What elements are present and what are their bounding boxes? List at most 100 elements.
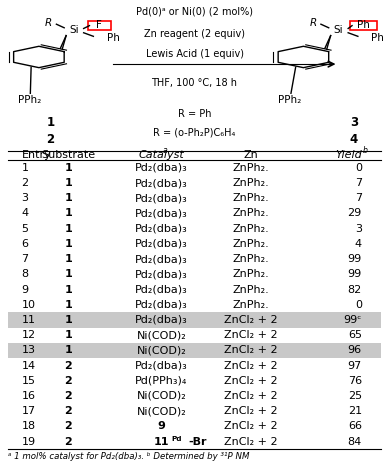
Text: ZnCl₂ + 2: ZnCl₂ + 2 [224,406,278,416]
Text: ZnCl₂ + 2: ZnCl₂ + 2 [224,391,278,401]
Text: ZnPh₂.: ZnPh₂. [233,300,269,310]
Text: Si: Si [69,25,79,35]
Text: 1: 1 [64,224,72,234]
Text: ZnPh₂.: ZnPh₂. [233,208,269,219]
Text: 66: 66 [348,421,362,432]
Bar [8,343,381,358]
Text: 99: 99 [347,269,362,279]
Text: Zn: Zn [244,150,258,161]
Text: 4: 4 [350,133,358,146]
Text: 1: 1 [64,254,72,264]
Text: ZnCl₂ + 2: ZnCl₂ + 2 [224,421,278,432]
Text: 7: 7 [21,254,28,264]
Text: 18: 18 [21,421,35,432]
Text: 3: 3 [21,193,28,203]
Text: a: a [162,146,167,155]
Text: 4: 4 [355,239,362,249]
Text: 76: 76 [348,376,362,386]
Text: 3: 3 [350,116,358,129]
Text: 1: 1 [64,239,72,249]
Text: F: F [96,21,102,30]
Text: 2: 2 [64,376,72,386]
Text: -Br: -Br [188,437,207,446]
Text: Pd₂(dba)₃: Pd₂(dba)₃ [135,193,188,203]
Text: Pd₂(dba)₃: Pd₂(dba)₃ [135,269,188,279]
Text: 5: 5 [21,224,28,234]
Text: 1: 1 [64,178,72,188]
Text: Pd(0)ᵃ or Ni(0) (2 mol%): Pd(0)ᵃ or Ni(0) (2 mol%) [136,7,253,16]
Text: ZnPh₂.: ZnPh₂. [233,239,269,249]
Text: Pd₂(dba)₃: Pd₂(dba)₃ [135,284,188,295]
Text: 16: 16 [21,391,35,401]
FancyBboxPatch shape [88,21,111,30]
Text: ZnCl₂ + 2: ZnCl₂ + 2 [224,361,278,370]
Text: 0: 0 [355,300,362,310]
Text: Pd₂(dba)₃: Pd₂(dba)₃ [135,315,188,325]
Text: 1: 1 [64,269,72,279]
Text: 1: 1 [64,284,72,295]
Text: Substrate: Substrate [41,150,95,161]
Text: ZnPh₂.: ZnPh₂. [233,254,269,264]
Text: 82: 82 [347,284,362,295]
Text: 2: 2 [64,361,72,370]
Text: 14: 14 [21,361,35,370]
Text: Pd(PPh₃)₄: Pd(PPh₃)₄ [135,376,187,386]
Text: 1: 1 [64,193,72,203]
Text: ZnCl₂ + 2: ZnCl₂ + 2 [224,345,278,355]
Text: R = (o-Ph₂P)C₆H₄: R = (o-Ph₂P)C₆H₄ [153,127,236,137]
Text: Pd₂(dba)₃: Pd₂(dba)₃ [135,163,188,173]
Text: ZnCl₂ + 2: ZnCl₂ + 2 [224,437,278,446]
Text: 2: 2 [47,133,54,146]
Text: Si: Si [334,25,343,35]
Text: Zn reagent (2 equiv): Zn reagent (2 equiv) [144,29,245,39]
Text: b: b [362,146,367,155]
Text: R: R [310,18,317,28]
Text: 0: 0 [355,163,362,173]
Text: R = Ph: R = Ph [178,109,211,119]
Text: THF, 100 °C, 18 h: THF, 100 °C, 18 h [151,78,238,88]
Text: ZnCl₂ + 2: ZnCl₂ + 2 [224,330,278,340]
Text: 1: 1 [64,315,72,325]
FancyBboxPatch shape [350,21,377,30]
Text: Ph: Ph [107,34,120,43]
Text: 10: 10 [21,300,35,310]
Text: ZnPh₂.: ZnPh₂. [233,284,269,295]
Text: 8: 8 [21,269,28,279]
Text: 9: 9 [21,284,28,295]
Text: Ph: Ph [371,34,384,43]
Text: Lewis Acid (1 equiv): Lewis Acid (1 equiv) [145,49,244,59]
Text: ᵃ 1 mol% catalyst for Pd₂(dba)₃. ᵇ Determined by ³¹P NM: ᵃ 1 mol% catalyst for Pd₂(dba)₃. ᵇ Deter… [8,452,249,461]
Text: 11: 11 [154,437,169,446]
Text: ZnPh₂.: ZnPh₂. [233,163,269,173]
Text: Catalyst: Catalyst [138,150,184,161]
Text: 2: 2 [64,437,72,446]
Text: 1: 1 [64,300,72,310]
Text: Yield: Yield [335,150,362,161]
Text: 3: 3 [355,224,362,234]
Text: 96: 96 [348,345,362,355]
Text: ZnCl₂ + 2: ZnCl₂ + 2 [224,315,278,325]
Text: 11: 11 [21,315,35,325]
Text: 21: 21 [348,406,362,416]
Text: 13: 13 [21,345,35,355]
Text: R: R [45,18,52,28]
Text: ZnPh₂.: ZnPh₂. [233,193,269,203]
Text: Pd₂(dba)₃: Pd₂(dba)₃ [135,224,188,234]
Text: ZnPh₂.: ZnPh₂. [233,178,269,188]
Text: 7: 7 [355,178,362,188]
Text: 19: 19 [21,437,35,446]
Text: PPh₂: PPh₂ [278,95,301,105]
Text: Pd₂(dba)₃: Pd₂(dba)₃ [135,254,188,264]
Text: Pd₂(dba)₃: Pd₂(dba)₃ [135,239,188,249]
Text: Pd₂(dba)₃: Pd₂(dba)₃ [135,361,188,370]
Text: Pd₂(dba)₃: Pd₂(dba)₃ [135,208,188,219]
Text: 9: 9 [158,421,165,432]
Text: 1: 1 [21,163,28,173]
Text: Entry: Entry [21,150,51,161]
Text: 17: 17 [21,406,35,416]
Text: 1: 1 [64,345,72,355]
Text: 4: 4 [21,208,28,219]
Text: 29: 29 [347,208,362,219]
Text: 1: 1 [64,163,72,173]
Text: 2: 2 [64,406,72,416]
